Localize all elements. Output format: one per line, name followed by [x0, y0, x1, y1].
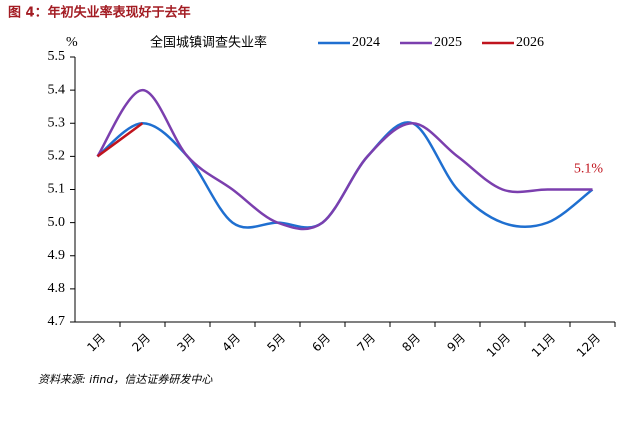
x-tick-label: 4月	[219, 331, 243, 355]
x-tick-label: 9月	[444, 331, 468, 355]
legend-label: 2025	[434, 35, 462, 50]
y-tick-label: 5.0	[48, 215, 66, 230]
x-tick-label: 2月	[129, 331, 153, 355]
chart-title: 图 4：年初失业率表现好于去年	[8, 5, 191, 21]
x-tick-label: 3月	[174, 331, 198, 355]
y-tick-label: 5.4	[48, 82, 66, 97]
x-tick-label: 7月	[354, 331, 378, 355]
y-tick-label: 4.9	[48, 248, 66, 263]
x-tick-label: 10月	[484, 331, 513, 360]
line-series	[96, 122, 144, 158]
y-tick-label: 5.5	[48, 49, 66, 64]
line-series	[96, 121, 594, 229]
y-tick-label: 4.8	[48, 281, 66, 296]
y-tick-label: 5.2	[48, 149, 66, 164]
annotation: 5.1%	[574, 162, 604, 177]
x-tick-label: 6月	[309, 331, 333, 355]
x-tick-label: 8月	[399, 331, 423, 355]
legend-label: 2024	[352, 35, 380, 50]
y-tick-label: 4.7	[48, 314, 66, 329]
line-series	[96, 88, 593, 231]
legend-title: 全国城镇调查失业率	[150, 35, 267, 51]
y-unit: %	[66, 35, 78, 50]
legend-label: 2026	[516, 35, 544, 50]
x-tick-label: 1月	[84, 331, 108, 355]
y-tick-label: 5.3	[48, 115, 66, 130]
x-tick-label: 5月	[264, 331, 288, 355]
x-tick-label: 12月	[574, 331, 603, 360]
y-tick-label: 5.1	[48, 182, 66, 197]
source: 资料来源: ifind，信达证券研发中心	[38, 373, 213, 386]
x-tick-label: 11月	[529, 331, 558, 360]
